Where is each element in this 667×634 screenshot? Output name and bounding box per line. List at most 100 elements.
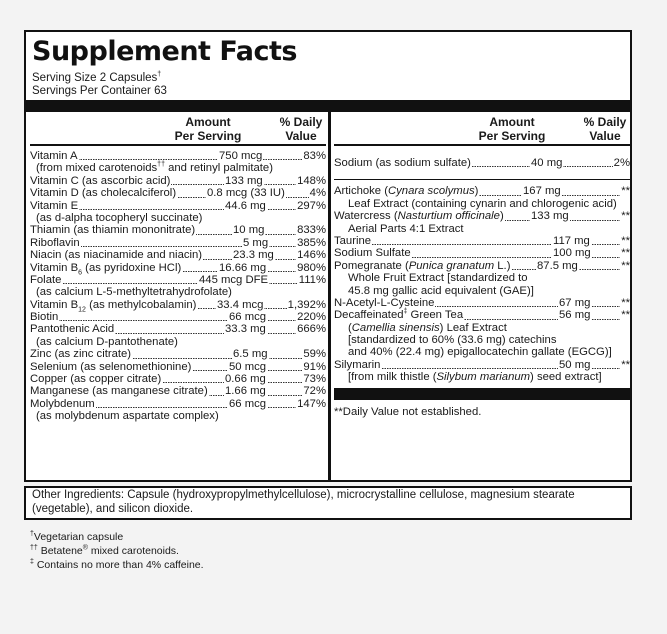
nutrient-name: Vitamin B6 (as pyridoxine HCl) bbox=[30, 261, 183, 276]
nutrient-name: Riboflavin bbox=[30, 236, 81, 250]
nutrient-row: N-Acetyl-L-Cysteine 67 mg ** bbox=[334, 296, 630, 310]
nutrient-amount: 100 mg bbox=[552, 247, 592, 260]
latin-name: Punica granatum bbox=[408, 259, 495, 272]
leader-dots bbox=[30, 196, 326, 198]
serving-size-text: Serving Size 2 Capsules bbox=[32, 72, 158, 84]
nutrient-row: Pantothenic Acid 33.3 mg 666% bbox=[30, 323, 326, 336]
nutrient-dv: ** bbox=[620, 296, 630, 310]
leader-dots bbox=[334, 368, 630, 370]
footnote-text: Contains no more than 4% caffeine. bbox=[33, 559, 204, 571]
extract-detail: (Camellia sinensis) Leaf Extract bbox=[334, 322, 630, 334]
dv-header: % Daily Value bbox=[276, 115, 326, 143]
nutrient-dv: ** bbox=[620, 358, 630, 372]
footnote-text: Betatene bbox=[37, 545, 83, 557]
nutrient-dv: 297% bbox=[296, 199, 326, 212]
nutrient-dv: 666% bbox=[296, 323, 326, 336]
nutrient-row: Pomegranate (Punica granatum L.) 87.5 mg *… bbox=[334, 259, 630, 273]
name-part: Green Tea bbox=[407, 309, 464, 322]
nutrient-dv: 111% bbox=[297, 273, 326, 287]
nutrient-amount: 23.3 mg bbox=[232, 249, 275, 262]
nutrient-amount: 67 mg bbox=[558, 296, 592, 310]
nutrient-amount: 10 mg bbox=[232, 224, 266, 237]
nutrient-name: Manganese (as manganese citrate) bbox=[30, 385, 209, 398]
per-serving-label: Per Serving bbox=[174, 129, 242, 143]
nutrient-row: Watercress (Nasturtium officinale) 133 mg… bbox=[334, 210, 630, 223]
nutrient-name: Niacin (as niacinamide and niacin) bbox=[30, 249, 204, 262]
nutrient-row: Taurine 117 mg ** bbox=[334, 234, 630, 248]
nutrient-row: Copper (as copper citrate) 0.66 mg 73% bbox=[30, 373, 326, 386]
detail-part: ) Leaf Extract bbox=[439, 321, 507, 334]
nutrient-name: Zinc (as zinc citrate) bbox=[30, 348, 133, 361]
header-rule bbox=[30, 144, 326, 146]
latin-name: Silybum marianum bbox=[436, 371, 531, 384]
footnote-text: mixed carotenoids. bbox=[87, 545, 179, 557]
extract-detail: Aerial Parts 4:1 Extract bbox=[348, 222, 464, 235]
nutrient-name: Vitamin E bbox=[30, 199, 80, 212]
nutrient-amount: 33.3 mg bbox=[224, 323, 267, 336]
nutrient-dv: 72% bbox=[302, 385, 326, 398]
nutrient-dv: 1,392% bbox=[286, 298, 326, 312]
left-rows: Vitamin A 750 mcg 83% (from mixed caroteno… bbox=[30, 146, 326, 423]
leader-dots bbox=[30, 357, 326, 359]
amount-label: Amount bbox=[185, 115, 231, 129]
nutrient-amount: 117 mg bbox=[552, 234, 591, 248]
latin-name: Camellia sinensis bbox=[351, 321, 440, 334]
detail-part: ( bbox=[348, 321, 352, 334]
nutrient-source: (as d-alpha tocopheryl succinate) bbox=[36, 211, 203, 224]
amount-header: Amount Per Serving bbox=[148, 115, 268, 143]
nutrient-name: Vitamin C (as ascorbic acid) bbox=[30, 174, 172, 188]
dv-note: **Daily Value not established. bbox=[334, 405, 482, 418]
nutrient-dv: 385% bbox=[296, 236, 326, 250]
name-part: Pomegranate ( bbox=[334, 259, 409, 272]
footnote-mark: † bbox=[30, 530, 34, 538]
nutrient-name: Pantothenic Acid bbox=[30, 323, 116, 336]
leader-dots bbox=[30, 332, 326, 334]
nutrient-dv: 220% bbox=[296, 311, 326, 324]
nutrient-dv: 83% bbox=[302, 150, 326, 163]
nutrient-dv: ** bbox=[620, 210, 630, 223]
extract-detail: 45.8 mg gallic acid equivalent (GAE)] bbox=[348, 284, 534, 297]
nutrient-dv: 91% bbox=[302, 360, 326, 374]
right-header: Amount Per Serving % Daily Value bbox=[334, 112, 630, 144]
nutrient-dv: 833% bbox=[296, 224, 326, 237]
footnote-text: Vegetarian capsule bbox=[33, 531, 124, 543]
footnote-vegetarian: †Vegetarian capsule bbox=[30, 530, 124, 544]
nutrient-name: Watercress (Nasturtium officinale) bbox=[334, 210, 505, 223]
leader-dots bbox=[30, 208, 326, 210]
right-column: Amount Per Serving % Daily Value Sodium (a… bbox=[334, 112, 630, 418]
per-serving-label: Per Serving bbox=[478, 129, 546, 143]
nutrient-amount: 167 mg bbox=[522, 185, 562, 198]
leader-dots bbox=[30, 283, 326, 285]
servings-per-container: Servings Per Container 63 bbox=[32, 85, 167, 97]
nutrient-amount: 0.8 mcg (33 IU) bbox=[206, 187, 286, 200]
nutrient-row: Vitamin D (as cholecalciferol) 0.8 mcg (3… bbox=[30, 187, 326, 200]
bottom-bar bbox=[334, 387, 630, 400]
leader-dots bbox=[30, 184, 326, 186]
nutrient-row: Biotin 66 mcg 220% bbox=[30, 311, 326, 324]
pct-label: % Daily bbox=[583, 115, 627, 129]
nutrient-dv: 73% bbox=[302, 373, 326, 386]
footnote-mark: †† bbox=[30, 544, 38, 552]
nutrient-amount: 66 mcg bbox=[228, 397, 268, 411]
nutrient-dv: 146% bbox=[296, 249, 326, 262]
nutrient-amount: 50 mg bbox=[558, 358, 592, 372]
name-part: Decaffeinated bbox=[334, 309, 404, 322]
leader-dots bbox=[30, 407, 326, 409]
nutrient-amount: 133 mg bbox=[530, 210, 570, 223]
nutrient-amount: 50 mcg bbox=[228, 360, 268, 374]
nutrient-amount: 56 mg bbox=[558, 309, 592, 322]
extract-detail: and 40% (22.4 mg) epigallocatechin galla… bbox=[348, 346, 612, 359]
name-part: (as methylcobalamin) bbox=[85, 298, 197, 311]
nutrient-dv: 148% bbox=[296, 174, 326, 188]
serving-size-mark: † bbox=[157, 71, 162, 79]
name-part: ) bbox=[474, 185, 479, 198]
nutrient-row: Thiamin (as thiamin mononitrate) 10 mg 833… bbox=[30, 224, 326, 237]
source-text: (from mixed carotenoids bbox=[36, 162, 158, 175]
left-header: Amount Per Serving % Daily Value bbox=[30, 112, 326, 144]
nutrient-row: Vitamin C (as ascorbic acid) 133 mg 148% bbox=[30, 174, 326, 188]
name-part: Artichoke ( bbox=[334, 185, 388, 198]
nutrient-dv: 147% bbox=[296, 397, 326, 411]
nutrient-dv: ** bbox=[620, 234, 630, 248]
header-rule bbox=[334, 144, 630, 146]
nutrient-amount: 1.66 mg bbox=[224, 385, 267, 398]
